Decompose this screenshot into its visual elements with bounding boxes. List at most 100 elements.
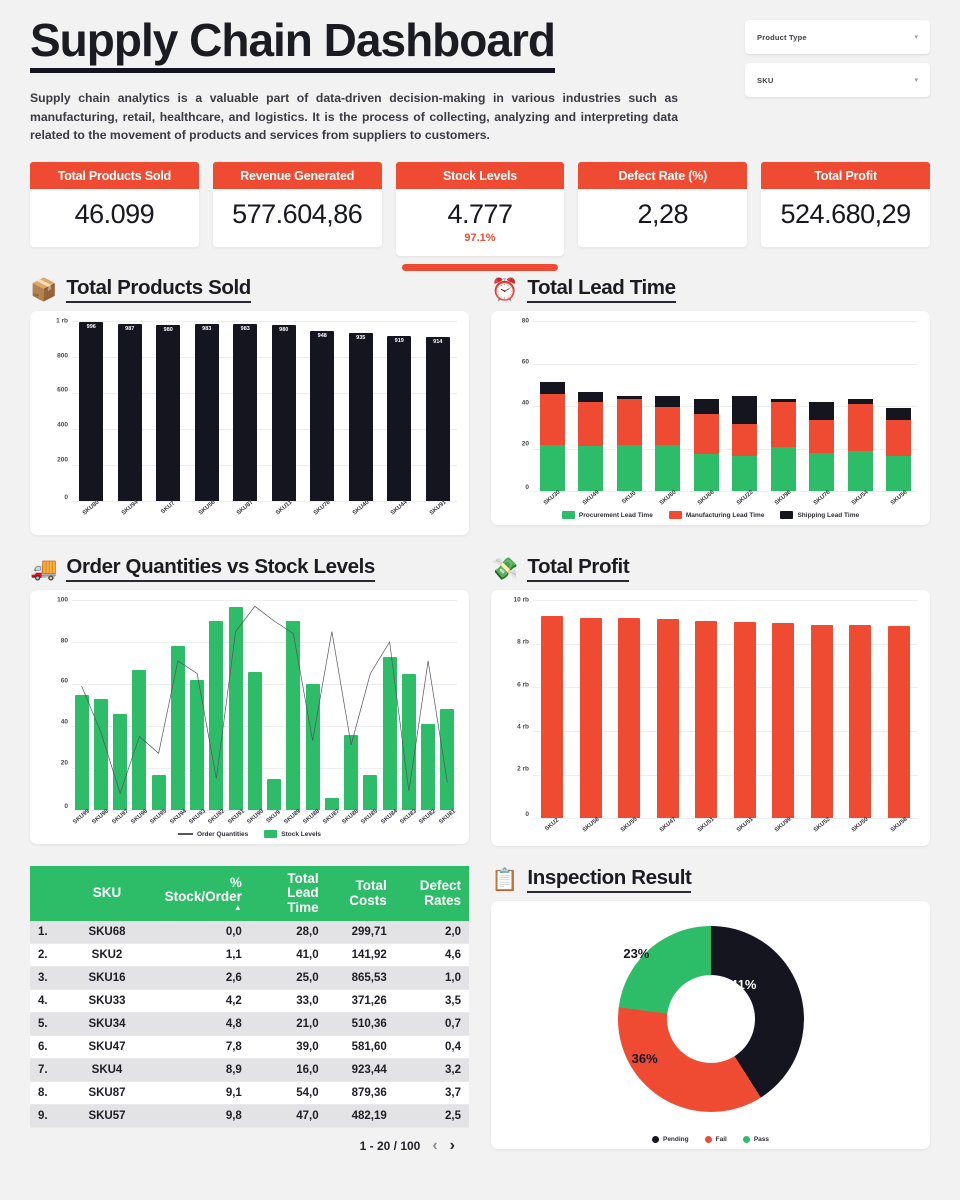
bar[interactable] [363,774,378,811]
bar-segment[interactable] [616,398,642,446]
col-total-lead-time[interactable]: Total Lead Time [249,866,327,921]
bar[interactable] [113,713,128,811]
legend-item[interactable]: Order Quantities [177,831,248,838]
bar[interactable]: 935 [348,332,373,502]
bar-segment[interactable] [539,445,565,492]
legend-item[interactable]: Procurement Lead Time [561,511,653,520]
bar[interactable]: 980 [156,324,181,502]
bar-segment[interactable] [655,406,681,446]
col-sku[interactable]: SKU [64,866,150,921]
bar-segment[interactable] [693,453,719,492]
bar[interactable] [849,625,872,819]
bar-segment[interactable] [732,424,758,457]
bar[interactable] [733,622,756,819]
bar[interactable] [132,669,147,811]
table-row[interactable]: 7. SKU4 8,9 16,0 923,44 3,2 [30,1058,469,1082]
prev-page-icon[interactable]: ‹ [432,1136,438,1154]
bar[interactable] [401,673,416,811]
table-row[interactable]: 1. SKU68 0,0 28,0 299,71 2,0 [30,920,469,944]
table-row[interactable]: 6. SKU47 7,8 39,0 581,60 0,4 [30,1035,469,1059]
bar[interactable] [541,615,564,819]
bar-segment[interactable] [809,452,835,492]
bar-segment[interactable] [616,395,642,399]
col-stock-order[interactable]: % Stock/Order ▲ [150,866,250,921]
table-row[interactable]: 9. SKU57 9,8 47,0 482,19 2,5 [30,1104,469,1128]
table-row[interactable]: 5. SKU34 4,8 21,0 510,36 0,7 [30,1012,469,1036]
bar-segment[interactable] [770,447,796,492]
bar[interactable] [579,617,602,819]
chart-total-profit[interactable]: 10 rb 8 rb 6 rb 4 rb 2 rb 0 [499,597,922,820]
kpi-card-revenue-generated[interactable]: Revenue Generated 577.604,86 [212,162,382,256]
bar-segment[interactable] [655,395,681,407]
bar-segment[interactable] [886,455,912,492]
bar-segment[interactable] [578,402,604,446]
bar[interactable] [421,724,436,811]
bar[interactable]: 914 [425,336,450,502]
bar[interactable] [247,671,262,811]
kpi-card-total-profit[interactable]: Total Profit 524.680,29 [761,162,930,256]
table-row[interactable]: 3. SKU16 2,6 25,0 865,53 1,0 [30,966,469,990]
table-row[interactable]: 2. SKU2 1,1 41,0 141,92 4,6 [30,943,469,967]
bar-segment[interactable] [693,398,719,415]
bar[interactable] [772,623,795,819]
bar[interactable]: 948 [310,330,335,502]
bar-segment[interactable] [578,445,604,492]
bar[interactable] [209,621,224,811]
kpi-card-stock-levels[interactable]: Stock Levels 4.777 97.1% [395,162,565,272]
bar-segment[interactable] [847,398,873,404]
bar[interactable] [267,778,282,811]
kpi-card-defect-rate[interactable]: Defect Rate (%) 2,28 [578,162,748,256]
filter-product-type[interactable]: Product Type ▾ [745,20,930,54]
table-row[interactable]: 8. SKU87 9,1 54,0 879,36 3,7 [30,1081,469,1105]
table-row[interactable]: 4. SKU33 4,2 33,0 371,26 3,5 [30,989,469,1013]
bar[interactable] [74,694,89,811]
bar-segment[interactable] [616,445,642,492]
bar-segment[interactable] [578,392,604,403]
bar-segment[interactable] [809,401,835,421]
chart-inspection-result[interactable]: 41% 36% 23% [499,911,922,1126]
col-defect-rates[interactable]: Defect Rates [394,866,469,921]
bar[interactable] [344,734,359,811]
chart-total-lead-time[interactable]: 80 60 40 20 0 [499,318,922,493]
bar[interactable]: 983 [233,324,258,502]
bar-segment[interactable] [886,407,912,420]
bar[interactable] [305,684,320,811]
bar-segment[interactable] [770,401,796,448]
chart-order-quantities-vs-stock-levels[interactable]: 100 80 60 40 20 0 [38,597,461,812]
legend-item[interactable]: Shipping Lead Time [780,511,859,520]
bar[interactable] [382,656,397,811]
bar-segment[interactable] [847,450,873,492]
legend-item[interactable]: Stock Levels [264,830,321,839]
bar[interactable] [151,774,166,811]
legend-item[interactable]: Pass [742,1136,769,1144]
legend-item[interactable]: Pending [651,1136,689,1144]
legend-item[interactable]: Fail [704,1136,727,1144]
bar[interactable] [190,680,205,811]
bar[interactable] [324,797,339,811]
bar-segment[interactable] [809,420,835,453]
bar[interactable] [440,709,455,811]
bar-segment[interactable] [732,395,758,425]
bar-segment[interactable] [539,394,565,446]
bar[interactable] [695,620,718,819]
bar[interactable]: 987 [117,323,142,502]
bar[interactable]: 980 [271,324,296,502]
bar-segment[interactable] [847,403,873,451]
bar[interactable] [286,621,301,811]
next-page-icon[interactable]: › [449,1136,455,1154]
bar-segment[interactable] [539,382,565,395]
bar[interactable] [656,618,679,819]
bar-segment[interactable] [770,398,796,402]
bar-segment[interactable] [693,414,719,454]
bar[interactable]: 983 [194,324,219,502]
bar[interactable] [170,646,185,811]
chart-total-products-sold[interactable]: 1 rb 800 600 400 200 0 996 987 980 983 983 [38,318,461,503]
bar[interactable]: 996 [79,321,104,502]
kpi-card-total-products-sold[interactable]: Total Products Sold 46.099 [30,162,199,256]
bar[interactable] [93,698,108,811]
bar[interactable] [887,626,910,819]
bar[interactable] [810,625,833,819]
bar-segment[interactable] [732,456,758,492]
bar-segment[interactable] [886,419,912,456]
filter-sku[interactable]: SKU ▾ [745,63,930,97]
